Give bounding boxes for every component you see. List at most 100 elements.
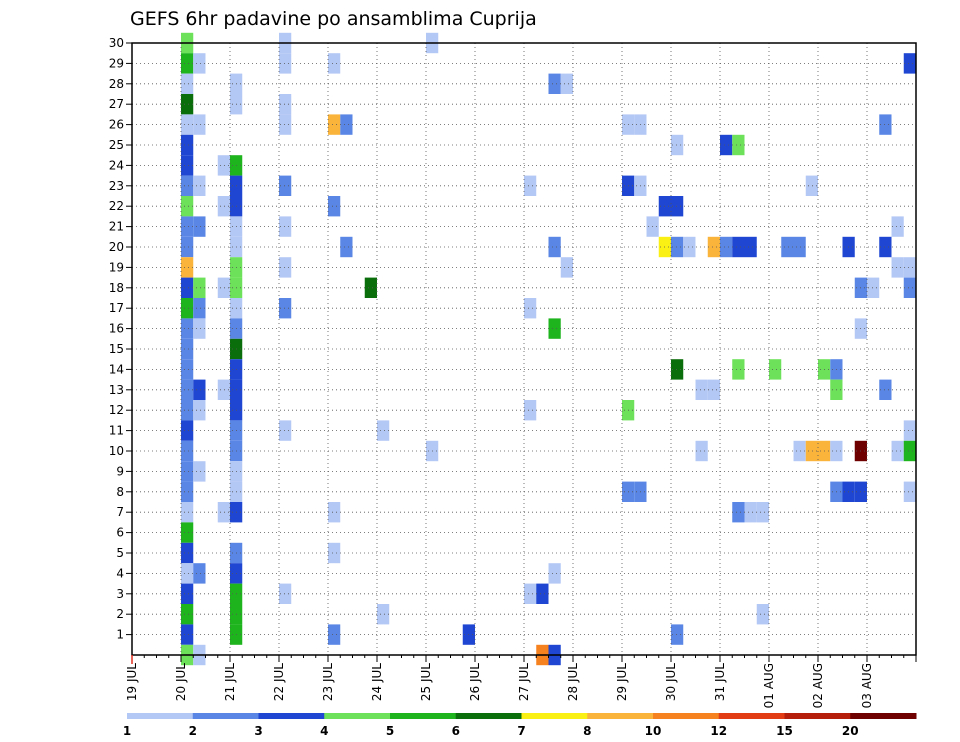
heatmap-cell <box>340 114 353 135</box>
heatmap-cell <box>279 216 292 237</box>
colorbar-label: 20 <box>842 724 859 738</box>
heatmap-cell <box>879 379 892 400</box>
y-tick-label: 23 <box>109 179 124 193</box>
heatmap-cell <box>181 461 194 482</box>
heatmap-cell <box>193 114 206 135</box>
y-tick-label: 28 <box>109 77 124 91</box>
grid-lines <box>131 42 916 655</box>
heatmap-cell <box>879 114 892 135</box>
heatmap-cell <box>548 563 561 584</box>
x-axis: 19 JUL 20 JUL 21 JUL 22 JUL 23 JUL 24 JUL 25 J… <box>125 655 917 708</box>
heatmap-cell <box>181 318 194 339</box>
y-tick-label: 21 <box>109 220 124 234</box>
heatmap-cell <box>903 53 916 74</box>
y-tick-label: 16 <box>109 322 124 336</box>
heatmap-cell <box>732 502 745 523</box>
colorbar-label: 5 <box>386 724 394 738</box>
heatmap-cell <box>217 502 230 523</box>
heatmap-cell <box>217 379 230 400</box>
heatmap-cell <box>181 53 194 74</box>
y-tick-label: 18 <box>109 281 124 295</box>
heatmap-cell <box>193 563 206 584</box>
heatmap-cell <box>903 440 916 462</box>
heatmap-cell <box>328 542 341 564</box>
heatmap-cell <box>793 440 806 462</box>
y-tick-label: 12 <box>109 403 124 417</box>
y-tick-label: 4 <box>116 566 124 580</box>
heatmap-cell <box>328 53 341 74</box>
heatmap-cell <box>193 298 206 319</box>
heatmap-cell <box>181 114 194 135</box>
heatmap-cell <box>181 134 194 156</box>
heatmap-cell <box>756 502 769 523</box>
heatmap-cell <box>217 277 230 298</box>
colorbar-label: 3 <box>254 724 262 738</box>
y-tick-label: 24 <box>109 158 124 172</box>
x-tick-label: 20 JUL <box>174 663 188 701</box>
colorbar-label: 1 <box>123 724 131 738</box>
heatmap-cell <box>744 502 757 523</box>
y-tick-label: 25 <box>109 138 124 152</box>
heatmap-cell <box>181 216 194 237</box>
x-tick-label: 24 JUL <box>370 663 384 701</box>
x-tick-label: 28 JUL <box>566 663 580 701</box>
x-tick-label: 03 AUG <box>860 663 874 708</box>
heatmap-cell <box>181 583 194 604</box>
heatmap-cell <box>328 502 341 523</box>
x-tick-label: 29 JUL <box>615 663 629 701</box>
heatmap-cell <box>548 318 561 339</box>
y-tick-label: 10 <box>109 444 124 458</box>
x-tick-label: 21 JUL <box>223 663 237 701</box>
heatmap-cell <box>891 257 904 278</box>
heatmap-cell <box>181 563 194 584</box>
heatmap-cell <box>707 379 720 400</box>
heatmap-cell <box>181 542 194 564</box>
heatmap-cell <box>364 277 377 298</box>
heatmap-cell <box>536 583 549 604</box>
heatmap-cell <box>524 583 537 604</box>
heatmap-cell <box>805 175 818 196</box>
y-tick-label: 5 <box>116 546 124 560</box>
y-tick-label: 29 <box>109 56 124 70</box>
heatmap-cell <box>193 379 206 400</box>
x-tick-label: 27 JUL <box>517 663 531 701</box>
heatmap-cell <box>560 73 573 94</box>
y-tick-label: 2 <box>116 607 124 621</box>
heatmap-cell <box>181 481 194 502</box>
heatmap-cell <box>671 134 684 156</box>
colorbar-swatch <box>127 713 194 719</box>
y-tick-label: 15 <box>109 342 124 356</box>
heatmap-cell <box>903 420 916 441</box>
colorbar-label: 6 <box>452 724 460 738</box>
heatmap-cell <box>193 400 206 421</box>
heatmap-cell <box>867 277 880 298</box>
heatmap-cell <box>181 604 194 625</box>
heatmap-cell <box>524 298 537 319</box>
colorbar-label: 15 <box>776 724 793 738</box>
heatmap-cell <box>279 114 292 135</box>
y-tick-label: 9 <box>116 464 124 478</box>
heatmap-cell <box>193 53 206 74</box>
colorbar-swatch <box>587 713 654 719</box>
heatmap-cell <box>548 73 561 94</box>
colorbar-legend: 1 2 3 4 5 6 7 8 10 12 15 20 <box>123 713 917 738</box>
heatmap-cell <box>903 277 916 298</box>
y-tick-label: 7 <box>116 505 124 519</box>
heatmap-cell <box>769 359 782 380</box>
heatmap-cell <box>193 461 206 482</box>
heatmap-cell <box>524 400 537 421</box>
heatmap-cells <box>181 32 916 666</box>
colorbar-swatch <box>390 713 457 719</box>
y-tick-label: 14 <box>109 362 124 376</box>
heatmap-cell <box>279 175 292 196</box>
heatmap-cell <box>279 53 292 74</box>
y-tick-label: 3 <box>116 587 124 601</box>
heatmap-cell <box>328 196 341 217</box>
chart-title: GEFS 6hr padavine po ansamblima Cuprija <box>130 8 537 30</box>
heatmap-cell <box>181 379 194 400</box>
heatmap-cell <box>671 359 684 380</box>
heatmap-cell <box>193 277 206 298</box>
heatmap-cell <box>181 277 194 298</box>
heatmap-cell <box>879 236 892 258</box>
heatmap-cell <box>181 236 194 258</box>
